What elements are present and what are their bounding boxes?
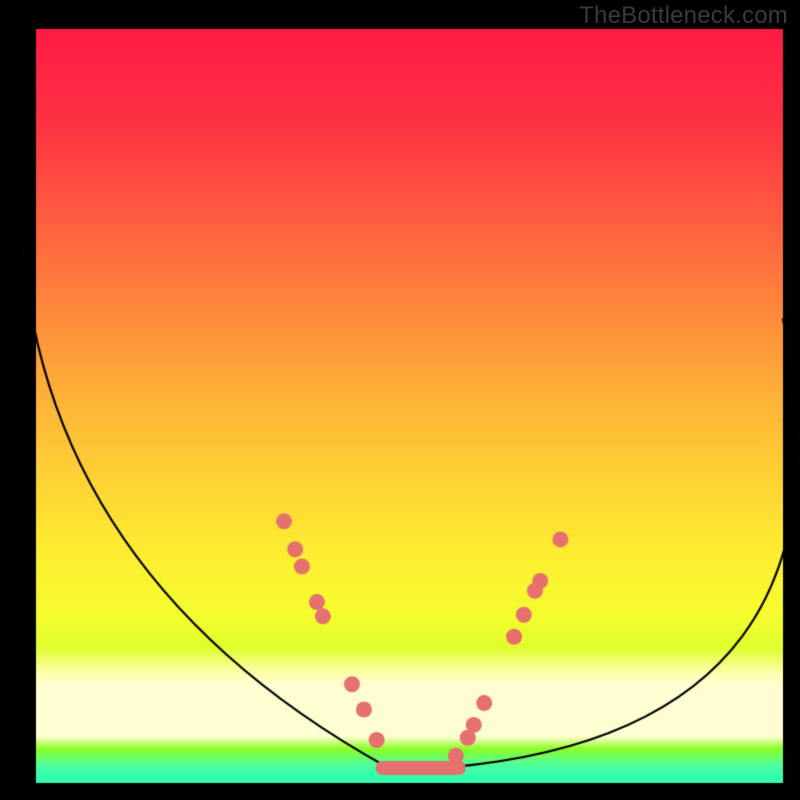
chart-stage: TheBottleneck.com [0, 0, 800, 800]
bottleneck-chart [0, 0, 800, 800]
watermark-text: TheBottleneck.com [579, 2, 788, 30]
